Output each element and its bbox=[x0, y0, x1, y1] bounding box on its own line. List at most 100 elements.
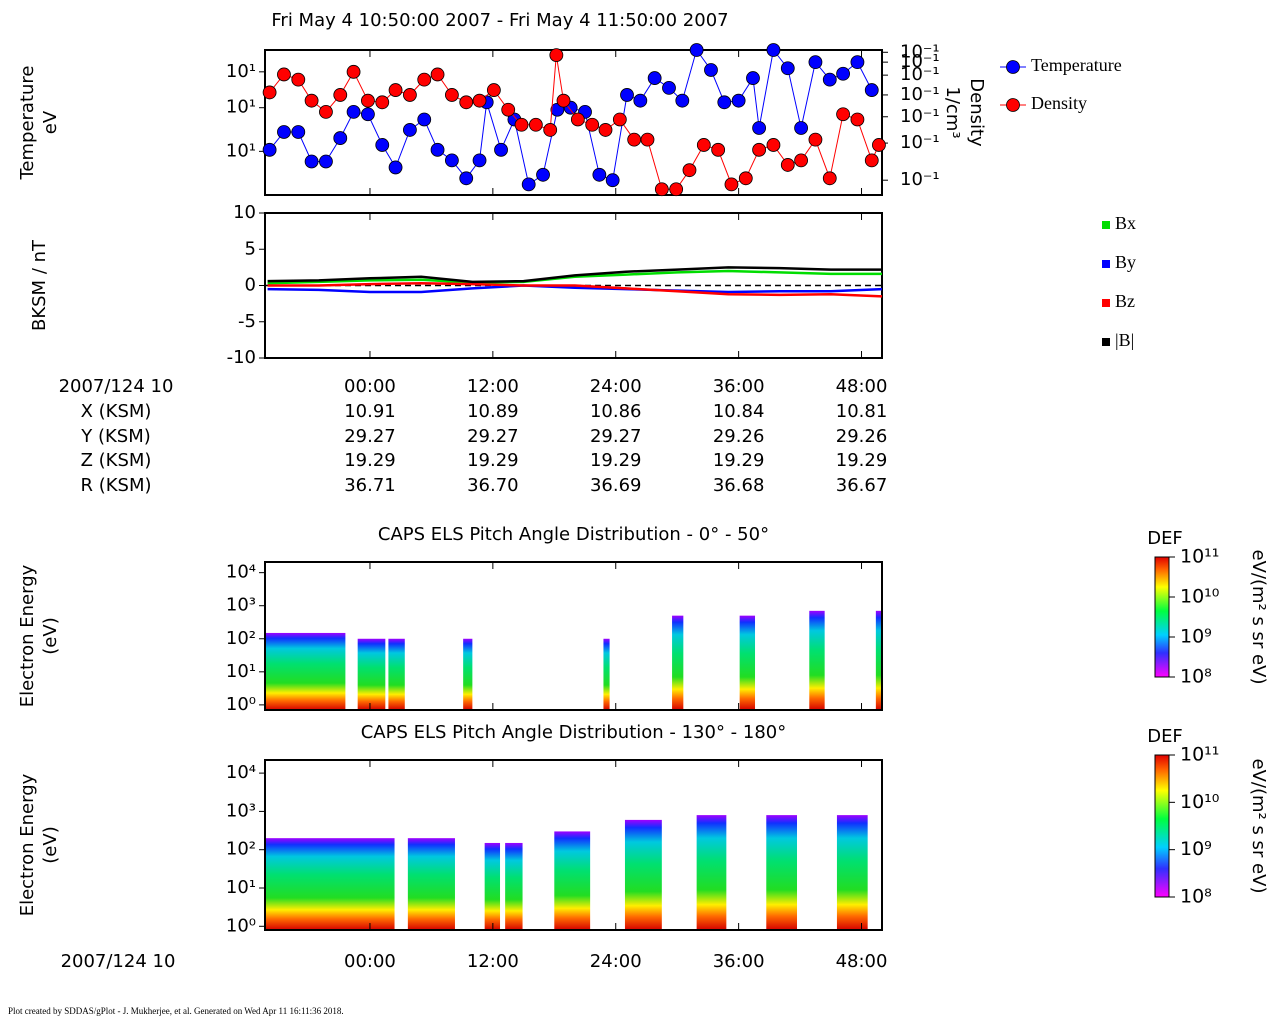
data-point bbox=[724, 177, 739, 192]
x-axis-label: 2007/124 10 bbox=[61, 951, 176, 972]
colorbar-tick-label: 10¹⁰ bbox=[1180, 791, 1219, 813]
legend-marker bbox=[1102, 299, 1110, 307]
data-point bbox=[598, 123, 613, 137]
data-point bbox=[794, 121, 808, 135]
legend-marker bbox=[1102, 221, 1110, 229]
ephemeris-label: Y (KSM) bbox=[80, 426, 151, 447]
data-point bbox=[262, 142, 277, 157]
ephemeris-value: 19.29 bbox=[467, 450, 519, 471]
x-tick-label: 48:00 bbox=[836, 951, 888, 972]
colorbar-tick-label: 10⁹ bbox=[1180, 838, 1212, 860]
plot-frame bbox=[264, 561, 883, 711]
ephemeris-value: 10.84 bbox=[713, 401, 765, 422]
ephemeris-value: 10.81 bbox=[836, 401, 888, 422]
data-point bbox=[361, 107, 375, 122]
data-point bbox=[864, 83, 879, 97]
spectrum-block bbox=[357, 638, 386, 710]
data-point bbox=[388, 83, 403, 97]
data-point bbox=[319, 154, 333, 169]
y-tick-label: 10¹ bbox=[226, 877, 256, 898]
spectrum-block bbox=[739, 615, 756, 710]
series-line bbox=[267, 266, 882, 284]
data-point bbox=[472, 153, 487, 168]
colorbar-label: DEF bbox=[1147, 726, 1183, 747]
data-point bbox=[346, 64, 361, 79]
ephemeris-value: 36.71 bbox=[344, 475, 396, 496]
colorbar-unit: eV/(m² s sr eV) bbox=[1248, 550, 1269, 685]
spectrum-block bbox=[603, 638, 610, 710]
legend-label: Bx bbox=[1115, 213, 1136, 233]
x-tick-label: 00:00 bbox=[344, 951, 396, 972]
y-axis-label: (eV) bbox=[40, 617, 61, 654]
data-point bbox=[872, 138, 886, 152]
plot-frame bbox=[264, 49, 883, 196]
y-tick-label: 10² bbox=[226, 628, 256, 649]
data-point bbox=[654, 182, 669, 197]
y-axis-label: Electron Energy bbox=[17, 564, 38, 707]
legend-label: Density bbox=[1031, 93, 1087, 113]
colorbar bbox=[1154, 754, 1170, 898]
ephemeris-value: 29.27 bbox=[467, 426, 519, 447]
data-point bbox=[417, 72, 432, 87]
legend-marker bbox=[1006, 98, 1020, 112]
data-point bbox=[605, 173, 620, 188]
spectrum-block bbox=[554, 831, 591, 930]
page-title: Fri May 4 10:50:00 2007 - Fri May 4 11:5… bbox=[271, 10, 728, 31]
data-point bbox=[417, 112, 432, 127]
y-tick-label: 10¹ bbox=[226, 140, 256, 161]
legend-label: By bbox=[1115, 252, 1136, 272]
data-point bbox=[528, 117, 543, 132]
series-line bbox=[267, 282, 883, 298]
data-point bbox=[444, 88, 459, 102]
spectrum-block bbox=[809, 610, 825, 710]
data-point bbox=[262, 85, 277, 100]
data-point bbox=[752, 121, 767, 135]
data-point bbox=[277, 125, 291, 139]
data-point bbox=[711, 142, 726, 157]
data-point bbox=[612, 112, 627, 127]
data-point bbox=[669, 182, 684, 197]
ephemeris-value: 24:00 bbox=[590, 376, 642, 397]
y-tick-label: 10² bbox=[226, 839, 256, 860]
data-point bbox=[585, 117, 600, 132]
data-point bbox=[486, 83, 501, 97]
ephemeris-label: Z (KSM) bbox=[81, 450, 152, 471]
colorbar-tick-label: 10⁸ bbox=[1180, 666, 1212, 688]
data-point bbox=[403, 123, 417, 137]
series-line bbox=[269, 55, 880, 190]
y-tick-label: 0 bbox=[245, 275, 256, 296]
x-tick-label: 36:00 bbox=[713, 951, 765, 972]
data-point bbox=[662, 81, 676, 95]
data-point bbox=[459, 95, 474, 110]
ephemeris-label: X (KSM) bbox=[81, 401, 152, 422]
ephemeris-value: 19.29 bbox=[713, 450, 765, 471]
y-tick-label: 10¹ bbox=[226, 97, 256, 118]
plot-frame bbox=[264, 759, 883, 931]
data-point bbox=[592, 167, 607, 182]
data-point bbox=[459, 171, 474, 186]
spectrum-block bbox=[484, 842, 501, 930]
legend-marker bbox=[1006, 60, 1020, 74]
legend-label: |B| bbox=[1115, 330, 1134, 350]
data-point bbox=[682, 163, 697, 178]
y-axis-label: (eV) bbox=[40, 826, 61, 863]
series-line bbox=[267, 269, 882, 285]
data-point bbox=[675, 93, 690, 108]
y2-tick-label: 10⁻¹ bbox=[900, 84, 940, 105]
colorbar-tick-label: 10¹¹ bbox=[1180, 546, 1219, 568]
y-tick-label: -5 bbox=[238, 311, 256, 332]
data-point bbox=[850, 55, 865, 70]
data-point bbox=[794, 153, 808, 168]
ephemeris-value: 10.89 bbox=[467, 401, 519, 422]
data-point bbox=[346, 105, 361, 119]
data-point bbox=[543, 123, 558, 137]
footer: Plot created by SDDAS/gPlot - J. Mukherj… bbox=[8, 1006, 344, 1016]
legend-marker bbox=[1102, 260, 1110, 268]
data-point bbox=[403, 88, 417, 102]
y2-tick-label: 10⁻¹ bbox=[900, 41, 940, 62]
ephemeris-value: 10.91 bbox=[344, 401, 396, 422]
data-point bbox=[620, 88, 634, 102]
y-tick-label: -10 bbox=[227, 347, 256, 368]
panel-title: CAPS ELS Pitch Angle Distribution - 0° -… bbox=[378, 524, 769, 545]
y2-tick-label: 10⁻¹ bbox=[900, 64, 940, 85]
